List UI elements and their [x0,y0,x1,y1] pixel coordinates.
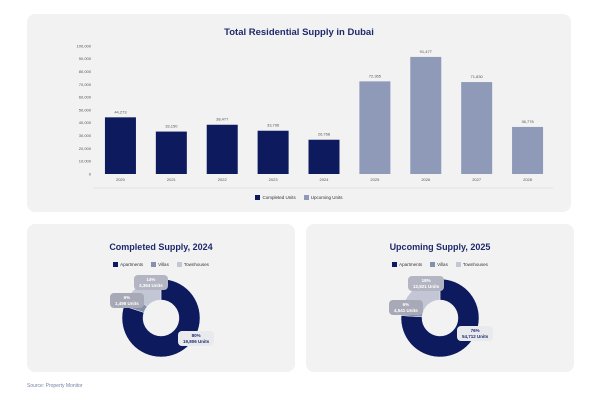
completed-supply-donut [121,278,201,358]
callout-townhouses: 18% 12,821 Units [408,276,445,291]
callout-apartments-pct: 76% [470,328,480,333]
completed-supply-legend: Apartments Villas Townhouses [27,262,295,267]
legend-swatch-apartments [113,262,119,267]
legend-apartments: Apartments [392,262,422,267]
legend-swatch-upcoming [303,195,309,200]
callout-apartments-units: 19,806 Units [183,338,210,344]
upcoming-supply-title: Upcoming Supply, 2025 [389,242,491,252]
callout-villas: 6% 1,498 Units [110,293,144,308]
legend-townhouses: Townhouses [176,262,209,267]
bar-value-label: 44,273 [114,109,127,114]
callout-townhouses-units: 12,821 Units [413,283,440,289]
x-tick-label: 2022 [218,177,228,182]
bar-value-label: 33,796 [267,123,280,128]
legend-label-apartments: Apartments [399,262,423,267]
callout-apartments: 76% 54,712 Units [457,326,494,341]
completed-supply-panel: Completed Supply, 2024 Apartments Villas… [27,224,295,372]
callout-apartments-pct: 80% [191,333,201,338]
x-tick-label: 2020 [116,177,126,182]
bar-2022 [206,124,238,174]
y-tick-label: 90,000 [79,56,92,61]
legend-villas: Villas [430,262,448,267]
y-tick-label: 80,000 [79,69,92,74]
callout-villas-pct: 6% [123,295,131,300]
legend-townhouses: Townhouses [455,262,488,267]
legend-label-townhouses: Townhouses [462,262,488,267]
legend-label-townhouses: Townhouses [183,262,209,267]
bar-value-label: 36,776 [521,119,534,124]
bar-chart: 0 10,000 20,000 30,000 40,000 50,000 60,000 70,… [77,43,553,189]
completed-supply-title: Completed Supply, 2024 [109,242,213,252]
bar-value-label: 33,150 [165,124,178,129]
callout-townhouses-units: 3,364 Units [139,282,163,288]
bar-2021 [155,131,187,174]
bar-chart-title: Total Residential Supply in Dubai [224,27,374,38]
legend-label-apartments: Apartments [120,262,144,267]
x-tick-label: 2028 [523,177,533,182]
bar-value-label: 38,477 [216,117,229,122]
bar-value-label: 91,477 [420,49,433,54]
source-note: Source: Property Monitor [27,383,83,389]
bar-2026 [410,56,442,174]
bar-chart-panel: Total Residential Supply in Dubai 0 10,00… [27,14,571,212]
upcoming-supply-donut [400,278,480,358]
legend-label-completed: Completed Units [262,195,296,200]
x-tick-label: 2026 [421,177,431,182]
y-tick-label: 70,000 [79,82,92,87]
callout-villas-units: 4,541 Units [394,307,418,313]
legend-completed: Completed Units [255,195,296,200]
legend-swatch-townhouses [455,262,461,267]
y-tick-label: 20,000 [79,146,92,151]
x-tick-label: 2023 [269,177,279,182]
callout-townhouses: 14% 3,364 Units [134,275,168,290]
legend-label-upcoming: Upcoming Units [310,195,343,200]
y-tick-label: 60,000 [79,95,92,100]
legend-swatch-completed [255,195,261,200]
bar-2024 [308,139,340,174]
callout-apartments: 80% 19,806 Units [178,331,215,346]
bar-2025 [359,81,391,174]
y-tick-label: 40,000 [79,120,92,125]
bar-value-label: 26,768 [318,132,331,137]
legend-apartments: Apartments [113,262,143,267]
legend-villas: Villas [151,262,169,267]
y-tick-label: 0 [89,171,92,176]
bar-chart-legend: Completed Units Upcoming Units [27,195,571,200]
bar-2027 [461,82,493,174]
callout-villas-pct: 6% [402,302,410,307]
bar-value-label: 72,365 [369,73,382,78]
callout-apartments-units: 54,712 Units [462,333,489,339]
callout-townhouses-pct: 14% [146,277,156,282]
legend-swatch-villas [430,262,436,267]
bar-2028 [512,126,544,174]
y-tick-label: 10,000 [79,159,92,164]
callout-villas-units: 1,498 Units [115,300,139,306]
y-tick-label: 50,000 [79,107,92,112]
upcoming-supply-panel: Upcoming Supply, 2025 Apartments Villas … [306,224,574,372]
legend-label-villas: Villas [437,262,448,267]
upcoming-supply-legend: Apartments Villas Townhouses [306,262,574,267]
legend-upcoming: Upcoming Units [303,195,343,200]
legend-label-villas: Villas [158,262,169,267]
y-tick-label: 100,000 [77,43,92,48]
callout-townhouses-pct: 18% [421,278,431,283]
legend-swatch-townhouses [176,262,182,267]
bar-value-label: 71,830 [471,74,484,79]
callout-villas: 6% 4,541 Units [389,300,423,315]
bar-2020 [104,117,136,174]
y-tick-label: 30,000 [79,133,92,138]
x-tick-label: 2021 [167,177,177,182]
legend-swatch-apartments [392,262,398,267]
x-tick-label: 2024 [320,177,330,182]
x-tick-label: 2025 [370,177,380,182]
legend-swatch-villas [151,262,157,267]
bar-2023 [257,130,289,174]
x-tick-label: 2027 [472,177,482,182]
